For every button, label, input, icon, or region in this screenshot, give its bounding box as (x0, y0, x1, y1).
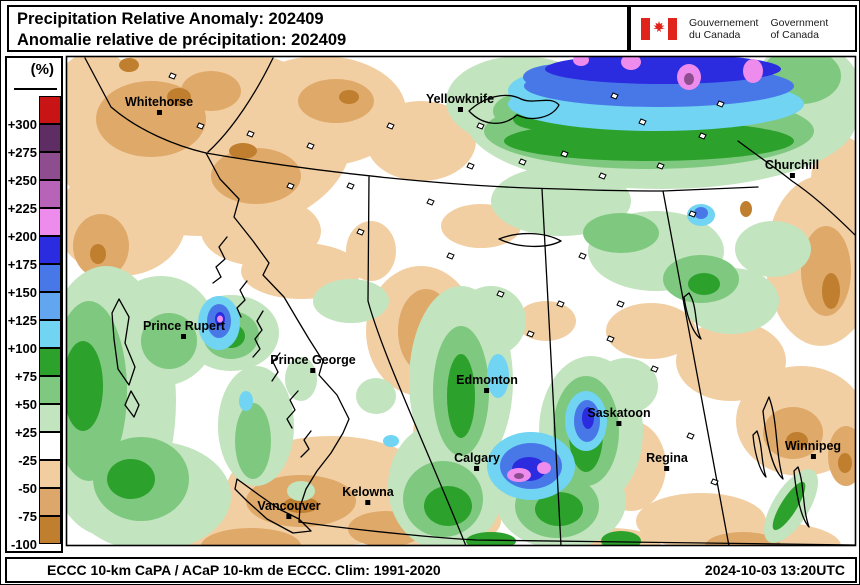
legend-entry: +150 (7, 264, 61, 300)
legend-color-swatch (39, 488, 61, 516)
legend-value-label: +125 (7, 313, 37, 328)
legend-value-label: -100 (10, 537, 37, 552)
legend-value-label: +175 (7, 257, 37, 272)
legend-entry: +250 (7, 152, 61, 188)
political-borders-and-coastlines (84, 57, 855, 545)
legend-entry: +75 (7, 348, 61, 384)
legend-value-label: +100 (7, 341, 37, 356)
page-title-fr: Anomalie relative de précipitation: 2024… (17, 31, 347, 49)
map-frame (65, 55, 857, 547)
legend-entry: +25 (7, 404, 61, 440)
page-title-en: Precipitation Relative Anomaly: 202409 (17, 10, 324, 28)
legend-value-label: -50 (18, 481, 37, 496)
legend-color-swatch (39, 460, 61, 488)
logo-text-french: Gouvernement du Canada (689, 16, 759, 41)
legend-entry: +50 (7, 376, 61, 412)
legend-color-swatch (39, 404, 61, 432)
legend-colorbar: +300 +275 +250 +225 (7, 96, 61, 552)
legend-color-swatch (39, 236, 61, 264)
legend-value-label: +50 (14, 397, 37, 412)
anomaly-layer-dark-blue (215, 57, 781, 481)
legend-color-swatch (39, 180, 61, 208)
legend-color-swatch (39, 376, 61, 404)
legend-entry: +125 (7, 292, 61, 328)
legend-entry: +100 (7, 320, 61, 356)
timestamp-label: 2024-10-03 13:20UTC (704, 562, 845, 578)
legend-value-label: +75 (14, 369, 37, 384)
legend-value-label: -75 (18, 509, 37, 524)
legend-unit-label: (%) (30, 61, 54, 78)
legend-color-swatch (39, 432, 61, 460)
small-lakes (168, 72, 725, 486)
government-of-canada-signature: Gouvernement du Canada Government of Can… (629, 5, 857, 52)
legend-value-label: +275 (7, 145, 37, 160)
legend-color-swatch (39, 320, 61, 348)
legend-color-swatch (39, 96, 61, 124)
legend-value-label: +250 (7, 173, 37, 188)
legend-divider (14, 88, 57, 90)
canada-flag-icon (641, 17, 677, 40)
legend-entry: -50 (7, 460, 61, 496)
legend-value-label: +300 (7, 117, 37, 132)
legend-color-swatch (39, 516, 61, 544)
data-source-label: ECCC 10-km CaPA / ACaP 10-km de ECCC. Cl… (47, 562, 441, 578)
legend-entry: -100 (7, 516, 61, 552)
legend-value-label: +225 (7, 201, 37, 216)
legend-value-label: -25 (18, 453, 37, 468)
legend-entry: -25 (7, 432, 61, 468)
legend-color-swatch (39, 208, 61, 236)
color-scale-legend: (%) +300 +275 +250 +2 (5, 56, 63, 553)
footer-bar: ECCC 10-km CaPA / ACaP 10-km de ECCC. Cl… (5, 557, 857, 583)
legend-entry: +275 (7, 124, 61, 160)
legend-value-label: +25 (14, 425, 37, 440)
legend-entry: +200 (7, 208, 61, 244)
legend-value-label: +200 (7, 229, 37, 244)
legend-color-swatch (39, 348, 61, 376)
legend-entry: +300 (7, 96, 61, 132)
anomaly-layer-purple (514, 73, 694, 479)
legend-color-swatch (39, 292, 61, 320)
legend-value-label: +150 (7, 285, 37, 300)
logo-text-english: Government of Canada (770, 16, 829, 41)
legend-color-swatch (39, 124, 61, 152)
legend-entry: -75 (7, 488, 61, 524)
legend-color-swatch (39, 264, 61, 292)
maple-leaf-icon (653, 20, 665, 32)
legend-entry: +175 (7, 236, 61, 272)
title-box: Precipitation Relative Anomaly: 202409 A… (7, 5, 629, 52)
legend-color-swatch (39, 152, 61, 180)
legend-entry: +225 (7, 180, 61, 216)
